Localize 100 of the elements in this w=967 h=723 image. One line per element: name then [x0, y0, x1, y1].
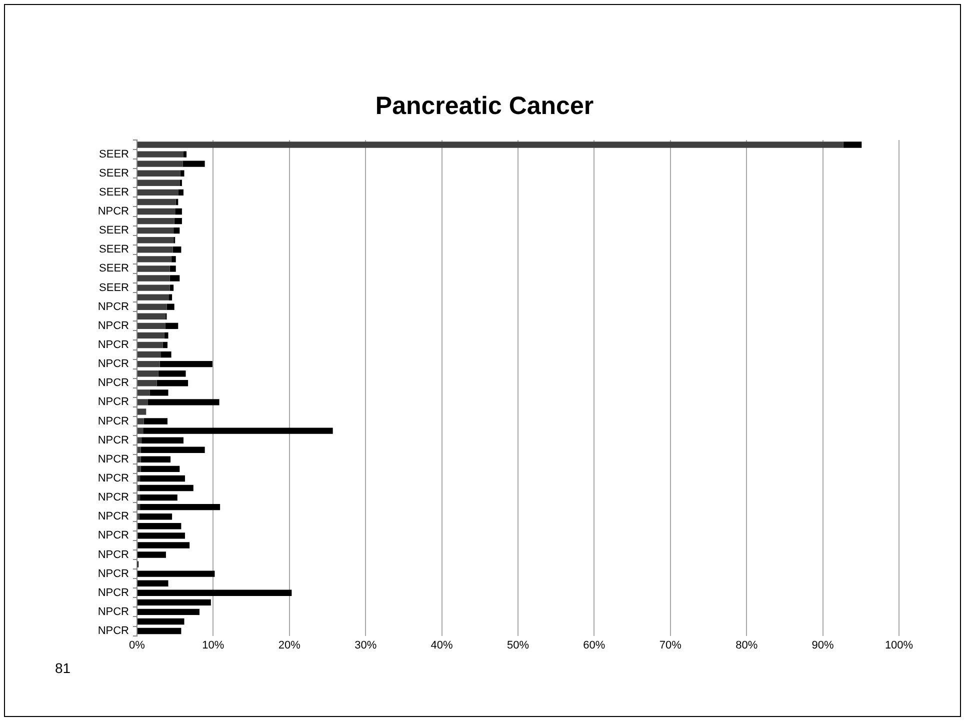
bar: [174, 227, 180, 234]
y-tick-label: NPCR: [98, 377, 130, 390]
x-tick-label: 80%: [736, 639, 758, 652]
bar: [138, 418, 144, 424]
bar: [140, 456, 171, 463]
y-tick-label: NPCR: [98, 206, 130, 218]
bar: [138, 160, 183, 167]
bar: [138, 351, 161, 358]
bar: [143, 428, 333, 434]
bar: [138, 618, 184, 625]
bar: [138, 532, 186, 539]
bar: [138, 256, 172, 262]
bar: [144, 418, 168, 424]
bar: [138, 360, 160, 368]
y-tick-label: NPCR: [98, 530, 130, 542]
bar: [138, 475, 140, 482]
bar: [183, 151, 187, 158]
y-tick-label: NPCR: [98, 492, 130, 504]
bar: [138, 304, 167, 310]
bar: [138, 428, 144, 434]
y-tick-label: SEER: [99, 262, 130, 275]
y-tick-label: NPCR: [98, 320, 130, 332]
bar: [148, 399, 220, 406]
bar: [165, 322, 178, 330]
bar: [139, 514, 172, 520]
bar: [156, 380, 188, 386]
y-tick-label: SEER: [99, 224, 130, 237]
x-tick-label: 30%: [354, 639, 377, 652]
y-tick-label: NPCR: [98, 510, 130, 523]
bar: [138, 170, 180, 176]
bar: [160, 360, 212, 368]
bar: [138, 370, 158, 377]
y-tick-label: SEER: [99, 244, 130, 256]
x-tick-label: 100%: [884, 639, 914, 652]
bar: [138, 542, 190, 548]
bar: [138, 180, 180, 186]
y-tick-label: SEER: [99, 148, 130, 160]
bar: [175, 208, 182, 215]
bar: [140, 466, 180, 472]
bar: [140, 475, 186, 482]
y-tick-label: SEER: [99, 282, 130, 294]
bar: [142, 437, 184, 444]
x-tick-label: 70%: [659, 639, 682, 652]
chart-title: Pancreatic Cancer: [375, 92, 594, 120]
bar: [138, 590, 292, 596]
y-tick-label: NPCR: [98, 300, 130, 313]
x-tick-label: 10%: [202, 639, 224, 652]
bar: [138, 408, 146, 415]
bar: [138, 218, 174, 224]
bar: [138, 284, 170, 291]
y-tick-label: NPCR: [98, 453, 130, 466]
bar: [138, 342, 163, 348]
bar: [140, 504, 220, 510]
bar: [138, 570, 215, 577]
bar: [138, 580, 168, 586]
bar: [138, 494, 140, 501]
text: 81: [55, 660, 71, 676]
x-tick-label: 60%: [583, 639, 606, 652]
y-tick-label: NPCR: [98, 625, 130, 638]
bar: [166, 304, 174, 310]
bar: [138, 456, 141, 463]
y-tick-label: NPCR: [98, 396, 130, 408]
x-tick-label: 90%: [812, 639, 834, 652]
y-tick-label: NPCR: [98, 568, 130, 580]
bar: [138, 446, 141, 453]
bar: [138, 246, 173, 253]
x-tick-label: 40%: [430, 639, 454, 652]
bar: [170, 266, 176, 272]
bar: [150, 390, 168, 396]
bar: [162, 342, 168, 348]
y-tick-label: NPCR: [98, 586, 130, 599]
bar: [160, 351, 172, 358]
y-tick-label: NPCR: [98, 548, 130, 561]
bar: [138, 466, 141, 472]
bar: [174, 218, 182, 224]
bar: [178, 189, 184, 196]
bar: [138, 599, 211, 606]
y-tick-label: NPCR: [98, 606, 130, 618]
bar: [138, 151, 184, 158]
bar: [138, 437, 142, 444]
bar: [138, 322, 166, 330]
x-tick-label: 20%: [278, 639, 301, 652]
bar: [140, 494, 178, 501]
y-tick-label: NPCR: [98, 358, 130, 370]
bar: [138, 189, 178, 196]
bar: [182, 160, 205, 167]
bar: [138, 208, 176, 215]
bar: [170, 275, 180, 282]
y-tick-label: SEER: [99, 167, 130, 180]
x-tick-label: 50%: [506, 639, 530, 652]
x-tick-label: 0%: [129, 639, 146, 652]
bar: [138, 237, 174, 244]
bar: [138, 266, 170, 272]
y-tick-label: SEER: [99, 186, 130, 198]
bar: [843, 142, 862, 148]
bar: [138, 608, 200, 616]
bar: [138, 313, 166, 320]
y-tick-label: NPCR: [98, 434, 130, 446]
bar: [172, 246, 182, 253]
bar: [171, 256, 176, 262]
